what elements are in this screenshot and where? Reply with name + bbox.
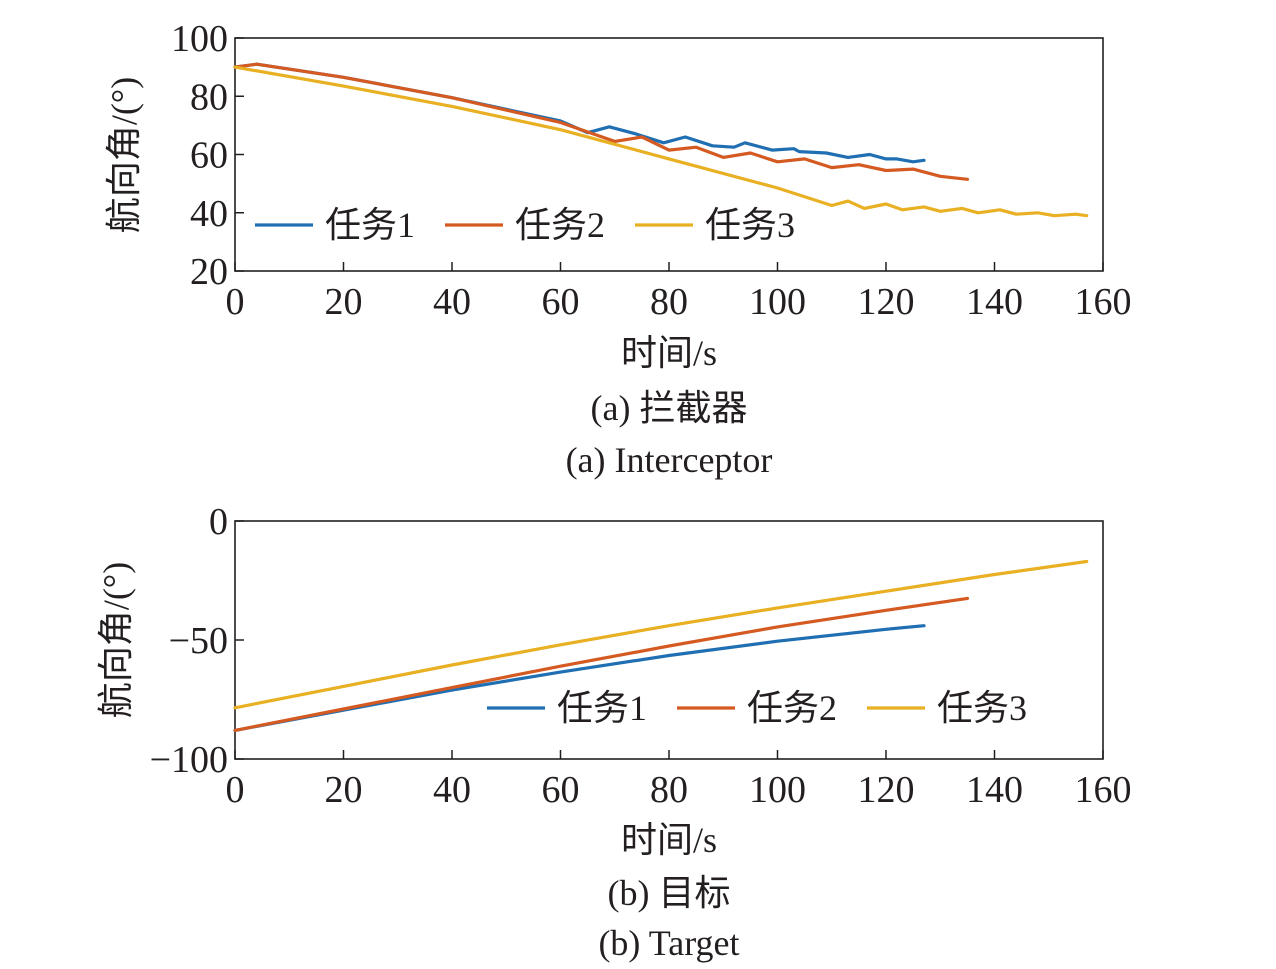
y-axis-title: 航向角/(°)	[104, 77, 144, 233]
legend-label-1: 任务1	[325, 205, 415, 245]
legend: 任务1 任务2 任务3	[255, 205, 795, 245]
x-tick-label: 40	[433, 769, 471, 811]
y-tick-label: −50	[169, 620, 228, 662]
legend: 任务1 任务2 任务3	[487, 688, 1027, 728]
caption-en: (a) Interceptor	[566, 440, 773, 480]
series-line-3	[233, 559, 1089, 710]
series-line-2	[233, 596, 969, 732]
x-tick-label: 60	[542, 281, 580, 323]
legend-label-2: 任务2	[747, 688, 837, 728]
x-tick-label: 120	[858, 769, 915, 811]
y-tick-label: 40	[190, 193, 228, 235]
x-tick-label: 0	[226, 281, 245, 323]
legend-label-3: 任务3	[705, 205, 795, 245]
chart-panel-b: 0 20 40 60 80 100 120 140 160−100−500 任务1 任务2 任务3 …	[96, 501, 1132, 963]
x-tick-label: 60	[542, 769, 580, 811]
caption-en: (b) Target	[598, 923, 739, 963]
x-tick-label: 20	[325, 281, 363, 323]
x-tick-label: 120	[858, 281, 915, 323]
x-tick-label: 80	[650, 281, 688, 323]
x-tick-label: 140	[966, 769, 1023, 811]
axis-ticks: 0 20 40 60 80 100 120 140 160 −100 −50 0	[150, 501, 1132, 811]
x-tick-label: 100	[749, 281, 806, 323]
x-tick-label: 0	[226, 769, 245, 811]
x-tick-label: 100	[749, 769, 806, 811]
y-tick-label: 0	[209, 501, 228, 543]
x-tick-label: 40	[433, 281, 471, 323]
series-line-1	[233, 62, 926, 164]
x-tick-label: 140	[966, 281, 1023, 323]
series-line-2	[233, 62, 969, 181]
y-tick-label: 100	[171, 18, 228, 60]
x-tick-label: 20	[325, 769, 363, 811]
y-tick-label: −100	[150, 739, 228, 781]
series-line-3	[233, 65, 1089, 218]
x-axis-title: 时间/s	[621, 820, 717, 860]
y-tick-label: 20	[190, 251, 228, 293]
x-tick-label: 160	[1075, 281, 1132, 323]
legend-label-2: 任务2	[515, 205, 605, 245]
x-tick-label: 160	[1075, 769, 1132, 811]
y-tick-label: 80	[190, 76, 228, 118]
x-axis-title: 时间/s	[621, 333, 717, 373]
y-axis-title: 航向角/(°)	[96, 562, 136, 718]
caption-cn: (b) 目标	[608, 873, 731, 913]
series-group	[233, 62, 1089, 218]
series-group	[233, 559, 1089, 732]
legend-label-1: 任务1	[557, 688, 647, 728]
x-tick-label: 80	[650, 769, 688, 811]
legend-label-3: 任务3	[937, 688, 1027, 728]
y-tick-label: 60	[190, 135, 228, 177]
caption-cn: (a) 拦截器	[591, 388, 748, 428]
